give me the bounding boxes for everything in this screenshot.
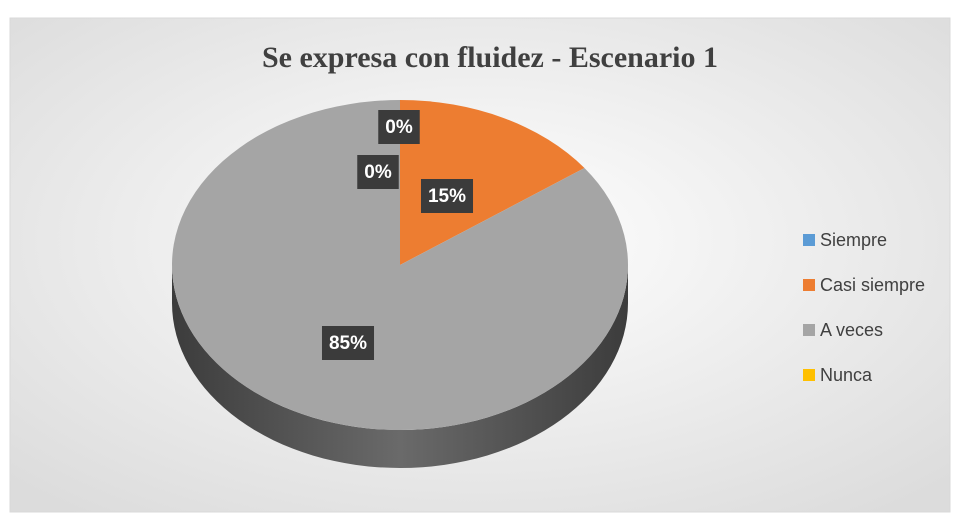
pie-slice	[400, 100, 585, 265]
data-label: 15%	[428, 186, 466, 207]
data-label: 0%	[364, 162, 392, 183]
legend-label: Casi siempre	[820, 275, 925, 295]
legend-swatch	[803, 234, 815, 246]
pie-side	[172, 265, 628, 468]
legend-swatch	[803, 324, 815, 336]
chart-title: Se expresa con fluidez - Escenario 1	[262, 41, 718, 74]
legend-label: Nunca	[820, 365, 873, 385]
pie-slice	[172, 100, 629, 430]
data-label: 85%	[329, 333, 367, 354]
legend-label: A veces	[820, 320, 883, 340]
legend-swatch	[803, 279, 815, 291]
data-label-box	[378, 110, 420, 144]
data-label-box	[357, 155, 399, 189]
legend-swatch	[803, 369, 815, 381]
data-label-box	[321, 326, 375, 360]
legend-label: Siempre	[820, 230, 887, 250]
data-label-box	[420, 179, 474, 213]
data-label: 0%	[385, 117, 413, 138]
